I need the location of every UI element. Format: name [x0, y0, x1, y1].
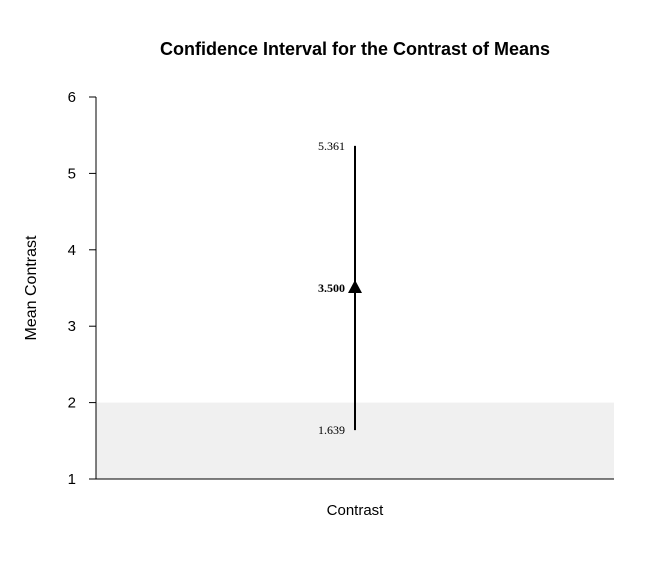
y-tick-label: 4 [68, 242, 76, 259]
y-axis-label: Mean Contrast [23, 235, 40, 340]
lower-bound-label: 1.639 [318, 423, 345, 437]
y-tick-label: 1 [68, 471, 76, 488]
estimate-marker [348, 280, 362, 293]
interval-marks: 5.361 3.500 1.639 [318, 139, 362, 437]
y-tick-label: 2 [68, 395, 76, 412]
y-tick-label: 5 [68, 165, 76, 182]
y-axis: 1 2 3 4 5 6 [68, 89, 97, 488]
upper-bound-label: 5.361 [318, 139, 345, 153]
estimate-label: 3.500 [318, 281, 345, 295]
y-tick-label: 6 [68, 89, 76, 106]
x-tick-label: Contrast [327, 502, 385, 519]
chart-title: Confidence Interval for the Contrast of … [160, 39, 550, 59]
y-tick-label: 3 [68, 318, 76, 335]
